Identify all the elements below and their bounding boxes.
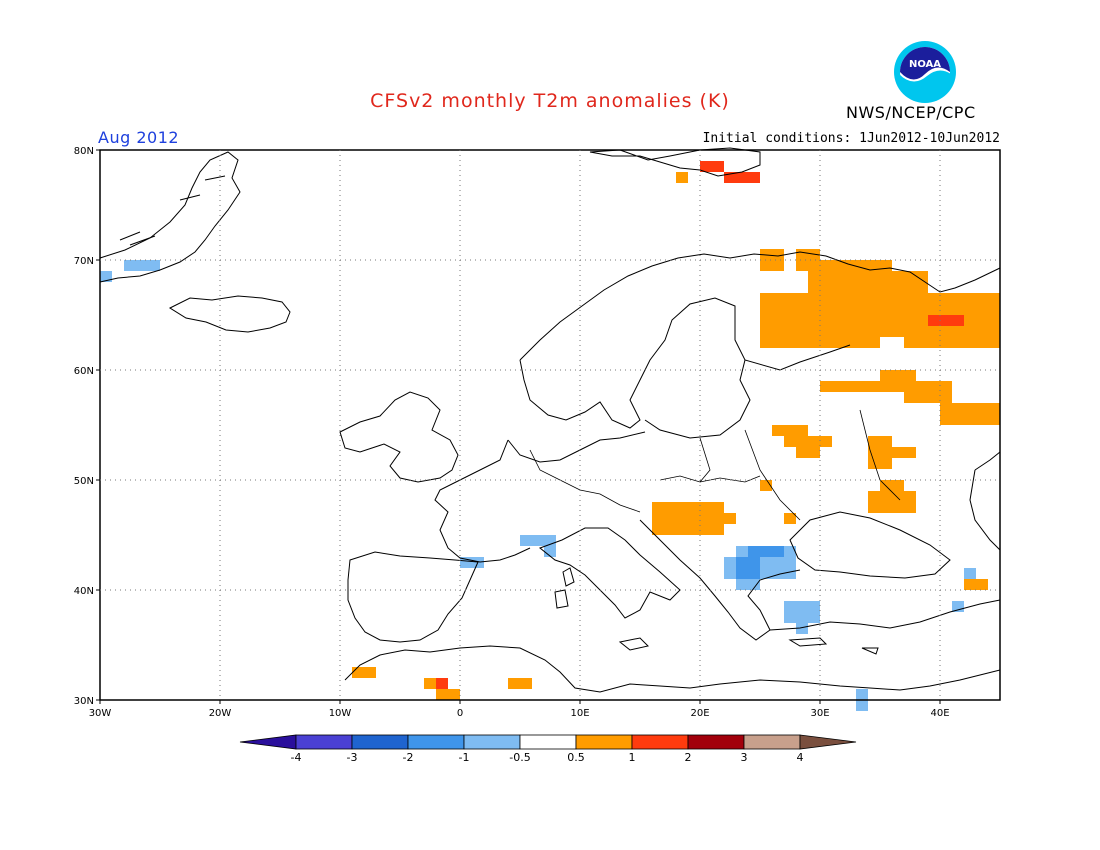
lat-tick-label: 60N — [74, 366, 94, 377]
anomaly-patch-11 — [904, 381, 952, 403]
noaa-logo-icon: NOAA — [894, 41, 956, 103]
colorbar-tick-label: -2 — [403, 751, 414, 764]
anomaly-patch-35 — [460, 557, 484, 568]
anomaly-patch-42 — [736, 557, 760, 579]
lon-tick-label: 20W — [209, 708, 232, 719]
anomaly-patch-13 — [772, 425, 808, 436]
anomaly-patch-8 — [952, 315, 964, 326]
colorbar-tick-label: -1 — [459, 751, 470, 764]
anomaly-patch-41 — [748, 546, 784, 557]
lat-tick-label: 40N — [74, 586, 94, 597]
anomaly-patch-29 — [424, 678, 436, 689]
lon-tick-label: 0 — [457, 708, 463, 719]
colorbar-tick-label: 3 — [741, 751, 748, 764]
anomaly-patch-22 — [724, 513, 736, 524]
coastlines — [99, 147, 1001, 693]
anomaly-patch-46 — [952, 601, 964, 612]
lat-tick-label: 30N — [74, 696, 94, 707]
colorbar-box-1 — [295, 734, 353, 750]
colorbar-tick-label: 2 — [685, 751, 692, 764]
anomaly-patch-19 — [880, 480, 904, 491]
map-gridlines — [100, 150, 1000, 700]
anomaly-patch-28 — [352, 667, 376, 678]
anomaly-patch-15 — [796, 447, 820, 458]
colorbar-tick-label: -4 — [291, 751, 302, 764]
lon-tick-label: 30W — [89, 708, 112, 719]
colorbar-box-3 — [407, 734, 465, 750]
colorbar-tick-label: 1 — [629, 751, 636, 764]
map-axis-labels: 30W 20W 10W 0 10E 20E 30E 40E 80N 70N 60N 50N 40N 30N — [74, 146, 950, 719]
anomaly-patch-25 — [700, 161, 724, 172]
lat-tick-label: 70N — [74, 256, 94, 267]
anomaly-patch-3 — [760, 293, 832, 348]
anomaly-patch-10 — [820, 381, 880, 392]
colorbar-tick-label: -0.5 — [509, 751, 530, 764]
anomaly-patches — [100, 161, 1000, 711]
anomaly-patch-32 — [508, 678, 532, 689]
lat-tick-label: 50N — [74, 476, 94, 487]
anomaly-patch-30 — [436, 678, 448, 689]
colorbar-tick-label: 0.5 — [567, 751, 585, 764]
lon-tick-label: 20E — [690, 708, 709, 719]
logo-text: NOAA — [909, 59, 941, 70]
anomaly-patch-21 — [652, 502, 724, 535]
lon-tick-label: 40E — [930, 708, 949, 719]
anomaly-patch-12 — [940, 403, 1000, 425]
colorbar-tick-label: 4 — [797, 751, 804, 764]
anomaly-patch-45 — [964, 568, 976, 579]
initial-conditions-label: Initial conditions: 1Jun2012-10Jun2012 — [702, 131, 1000, 146]
colorbar-max-arrow — [799, 734, 857, 750]
anomaly-patch-31 — [436, 689, 460, 700]
colorbar-min-arrow — [239, 734, 297, 750]
anomaly-patch-17 — [892, 447, 916, 458]
forecast-month-label: Aug 2012 — [98, 128, 180, 147]
anomaly-patch-27 — [676, 172, 688, 183]
colorbar-box-7 — [631, 734, 689, 750]
anomaly-patch-37 — [544, 546, 556, 557]
anomaly-patch-24 — [964, 579, 988, 590]
anomaly-patch-16 — [868, 436, 892, 469]
colorbar-box-2 — [351, 734, 409, 750]
colorbar-box-6 — [575, 734, 633, 750]
lon-tick-label: 10W — [329, 708, 352, 719]
anomaly-patch-43 — [784, 601, 820, 623]
map-frame — [99, 149, 1001, 701]
agency-label: NWS/NCEP/CPC — [846, 103, 976, 122]
anomaly-patch-34 — [124, 260, 160, 271]
colorbar-box-5 — [519, 734, 577, 750]
anomaly-patch-33 — [100, 271, 112, 282]
anomaly-patch-26 — [724, 172, 760, 183]
anomaly-patch-23 — [784, 513, 796, 524]
colorbar-tick-label: -3 — [347, 751, 358, 764]
lat-tick-label: 80N — [74, 146, 94, 157]
anomaly-patch-14 — [784, 436, 832, 447]
lon-tick-label: 30E — [810, 708, 829, 719]
anomaly-patch-44 — [796, 623, 808, 634]
anomaly-patch-18 — [868, 491, 916, 513]
anomaly-patch-36 — [520, 535, 556, 546]
map-title: CFSv2 monthly T2m anomalies (K) — [370, 90, 730, 112]
colorbar-box-8 — [687, 734, 745, 750]
lon-tick-label: 10E — [570, 708, 589, 719]
colorbar-box-9 — [743, 734, 801, 750]
colorbar: -4 -3 -2 -1 -0.5 0.5 1 2 3 4 — [239, 734, 857, 764]
colorbar-box-4 — [463, 734, 521, 750]
anomaly-patch-40 — [736, 579, 760, 590]
anomaly-patch-20 — [760, 480, 772, 491]
